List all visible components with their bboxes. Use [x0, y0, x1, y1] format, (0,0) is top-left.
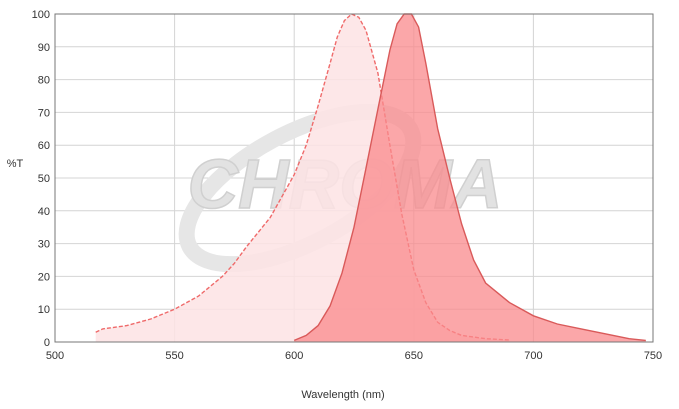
- x-axis-title: Wavelength (nm): [301, 389, 384, 401]
- y-tick-label: 20: [38, 271, 50, 283]
- y-tick-label: 30: [38, 239, 50, 251]
- series-2-line: [293, 13, 646, 342]
- y-tick-label: 90: [38, 42, 50, 54]
- y-tick-label: 70: [38, 107, 50, 119]
- x-tick-label: 600: [285, 350, 303, 362]
- x-tick-label: 650: [405, 350, 423, 362]
- y-tick-label: 100: [32, 9, 50, 21]
- x-tick-label: 500: [46, 350, 64, 362]
- series-2-area: [294, 14, 646, 342]
- x-tick-label: 550: [165, 350, 183, 362]
- x-tick-label: 700: [524, 350, 542, 362]
- y-axis-title: %T: [7, 158, 24, 170]
- y-tick-label: 50: [38, 173, 50, 185]
- y-tick-label: 80: [38, 75, 50, 87]
- plot-frame: [54, 13, 654, 343]
- y-tick-label: 60: [38, 140, 50, 152]
- y-tick-label: 10: [38, 304, 50, 316]
- y-tick-label: 0: [44, 337, 50, 349]
- tick-labels: 0 10 20 30 40 50 60 70 80 90 100 500 550 600 650 700 750: [32, 9, 663, 362]
- x-tick-label: 750: [644, 350, 662, 362]
- y-tick-label: 40: [38, 206, 50, 218]
- series-layer: [95, 13, 646, 342]
